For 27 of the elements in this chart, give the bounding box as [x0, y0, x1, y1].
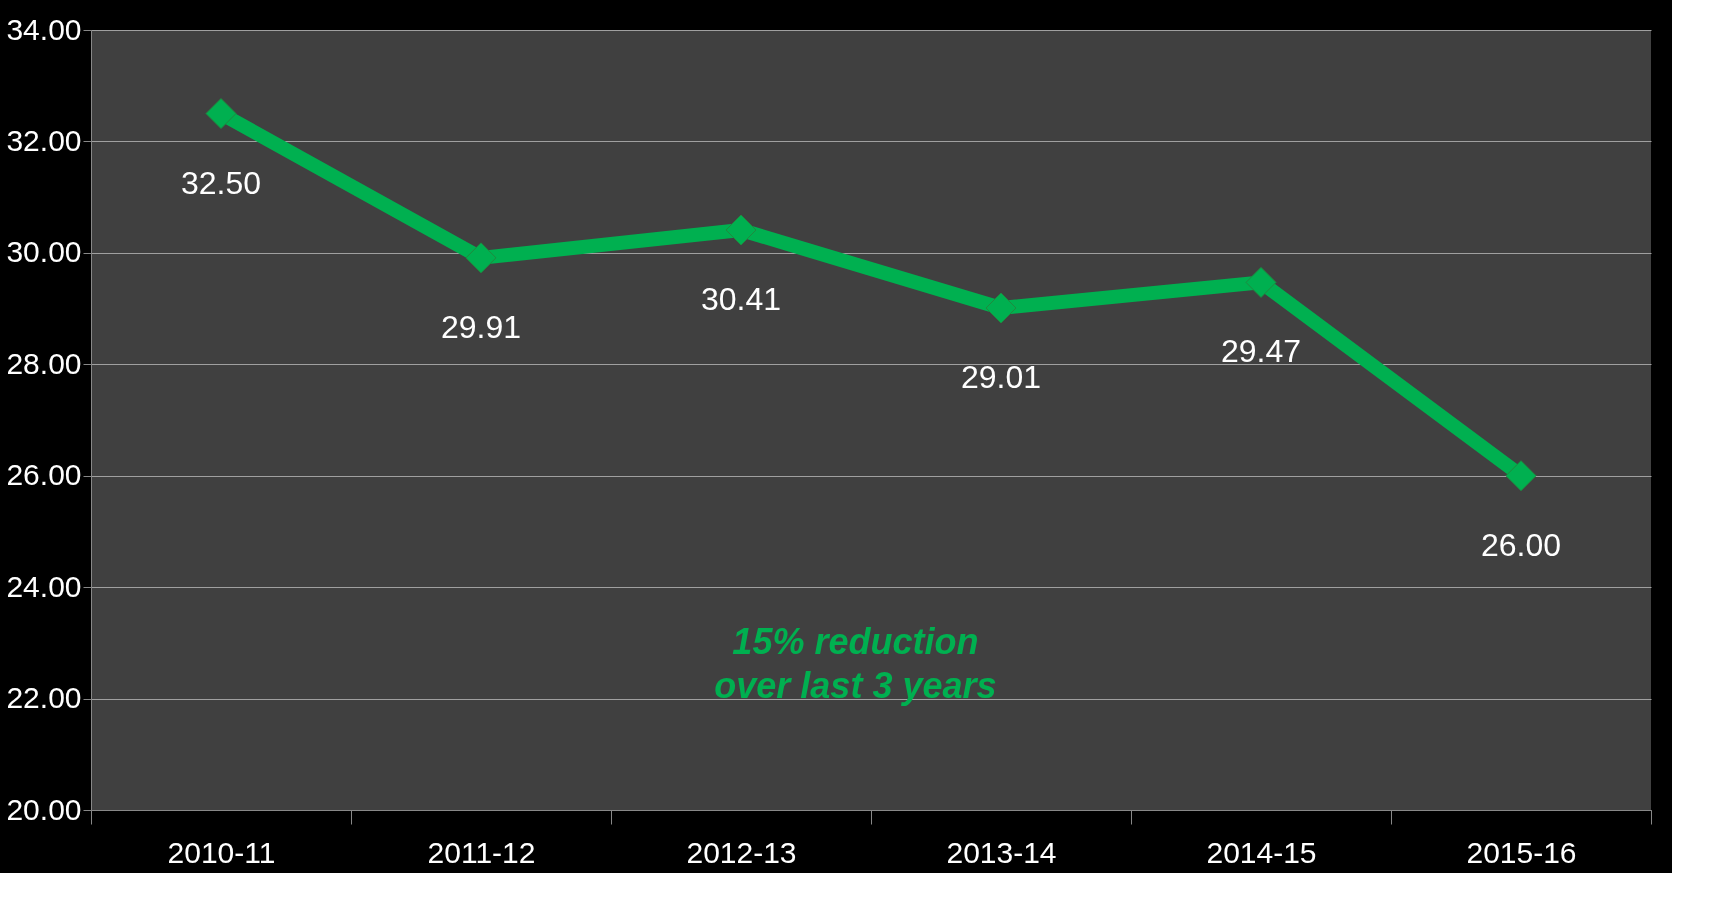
y-tick-label: 28.00 [6, 346, 82, 380]
point [725, 214, 757, 246]
y-tick-label: 34.00 [6, 12, 82, 46]
x-tick-label: 2011-12 [427, 835, 536, 869]
x-tick-label: 2010-11 [167, 835, 276, 869]
y-tick-label: 24.00 [6, 569, 82, 603]
x-tick-label: 2014-15 [1206, 835, 1317, 869]
x-tick-label: 2012-13 [686, 835, 797, 869]
y-tick-label: 22.00 [6, 681, 82, 715]
point [465, 242, 497, 274]
data-label: 29.47 [1220, 333, 1302, 370]
x-tick-label: 2015-16 [1466, 835, 1577, 869]
x-tick-label: 2013-14 [946, 835, 1057, 869]
data-label: 26.00 [1480, 526, 1562, 563]
y-tick-label: 20.00 [6, 792, 82, 826]
point [1245, 266, 1277, 298]
y-tick-label: 26.00 [6, 458, 82, 492]
point [1505, 460, 1537, 492]
data-label: 30.41 [700, 281, 782, 318]
point [985, 292, 1017, 324]
data-label: 29.01 [960, 359, 1042, 396]
data-label: 29.91 [440, 308, 522, 345]
y-tick-label: 32.00 [6, 123, 82, 157]
data-label: 32.50 [180, 164, 262, 201]
y-tick-label: 30.00 [6, 235, 82, 269]
annotation: 15% reduction over last 3 years [714, 621, 997, 707]
point [205, 98, 237, 130]
